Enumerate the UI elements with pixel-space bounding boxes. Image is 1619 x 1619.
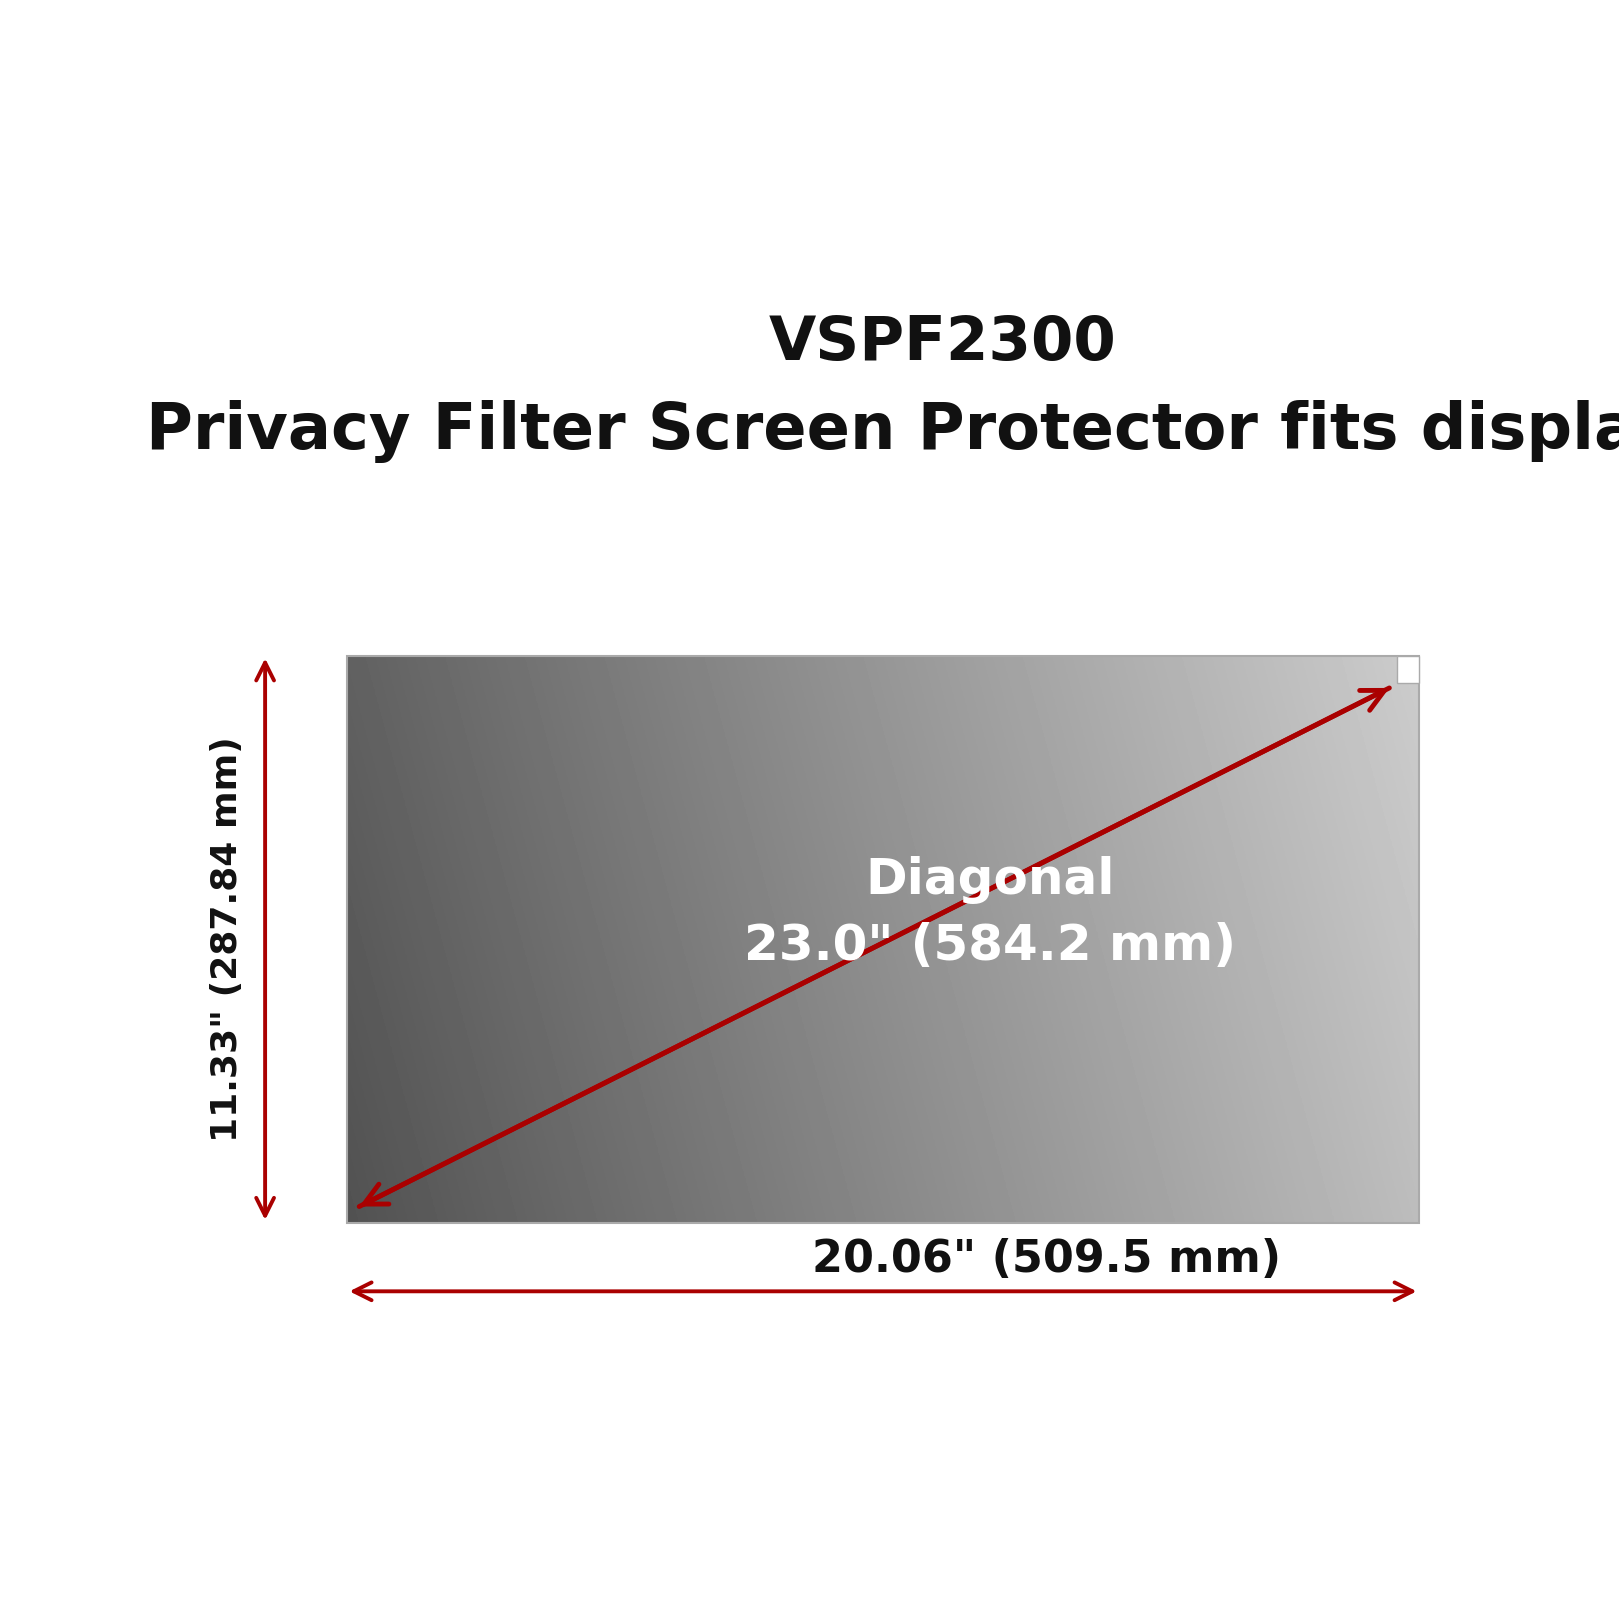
Text: Diagonal: Diagonal — [866, 856, 1115, 905]
Bar — [1397, 656, 1420, 683]
Bar — [1397, 656, 1420, 683]
Text: 20.06" (509.5 mm): 20.06" (509.5 mm) — [811, 1239, 1281, 1281]
Text: 23.0" (584.2 mm): 23.0" (584.2 mm) — [745, 923, 1237, 970]
Text: 11.33" (287.84 mm): 11.33" (287.84 mm) — [210, 737, 244, 1141]
Text: Privacy Filter Screen Protector fits displays:: Privacy Filter Screen Protector fits dis… — [146, 400, 1619, 463]
Bar — [346, 656, 1420, 1222]
Text: VSPF2300: VSPF2300 — [769, 314, 1117, 374]
